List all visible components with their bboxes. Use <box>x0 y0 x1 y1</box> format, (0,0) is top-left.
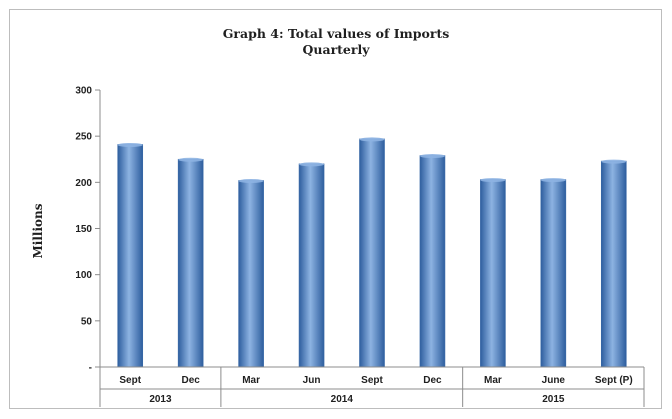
bar-top <box>480 178 506 183</box>
x-tick-label: Dec <box>423 375 442 386</box>
bar <box>298 163 325 368</box>
bar-top <box>601 159 627 164</box>
y-tick-label: 150 <box>75 224 92 235</box>
bar <box>540 179 567 368</box>
chart-title: Graph 4: Total values of Imports <box>223 26 450 41</box>
x-tick-label: Dec <box>181 375 200 386</box>
x-tick-label: Mar <box>242 375 260 386</box>
year-label: 2015 <box>542 394 565 405</box>
bar-top <box>299 162 325 167</box>
bar <box>600 160 627 368</box>
bar-top <box>359 137 385 142</box>
x-tick-label: June <box>542 375 566 386</box>
bar <box>117 144 144 368</box>
y-tick-label: 50 <box>81 316 93 327</box>
bar <box>480 179 506 368</box>
x-tick-label: Sept <box>361 375 383 386</box>
bar <box>359 138 385 368</box>
y-tick-label: - <box>89 363 92 374</box>
year-label: 2014 <box>331 394 354 405</box>
bar-top <box>238 178 264 183</box>
x-tick-label: Sept <box>119 375 141 386</box>
y-tick-label: 200 <box>75 178 92 189</box>
bar <box>419 155 446 368</box>
bar <box>177 158 204 368</box>
bar-top <box>117 142 143 147</box>
bar-top <box>178 157 204 162</box>
x-tick-label: Sept (P) <box>595 375 633 386</box>
y-tick-label: 250 <box>75 132 92 143</box>
y-tick-label: 100 <box>75 270 92 281</box>
y-tick-label: 300 <box>75 86 92 97</box>
bar <box>238 180 264 368</box>
bar-top <box>419 154 445 159</box>
x-tick-label: Jun <box>303 375 321 386</box>
chart-subtitle: Quarterly <box>303 42 371 57</box>
x-tick-label: Mar <box>484 375 502 386</box>
bar-top <box>540 178 566 183</box>
y-axis-label: Millions <box>31 203 45 258</box>
year-label: 2013 <box>149 394 172 405</box>
